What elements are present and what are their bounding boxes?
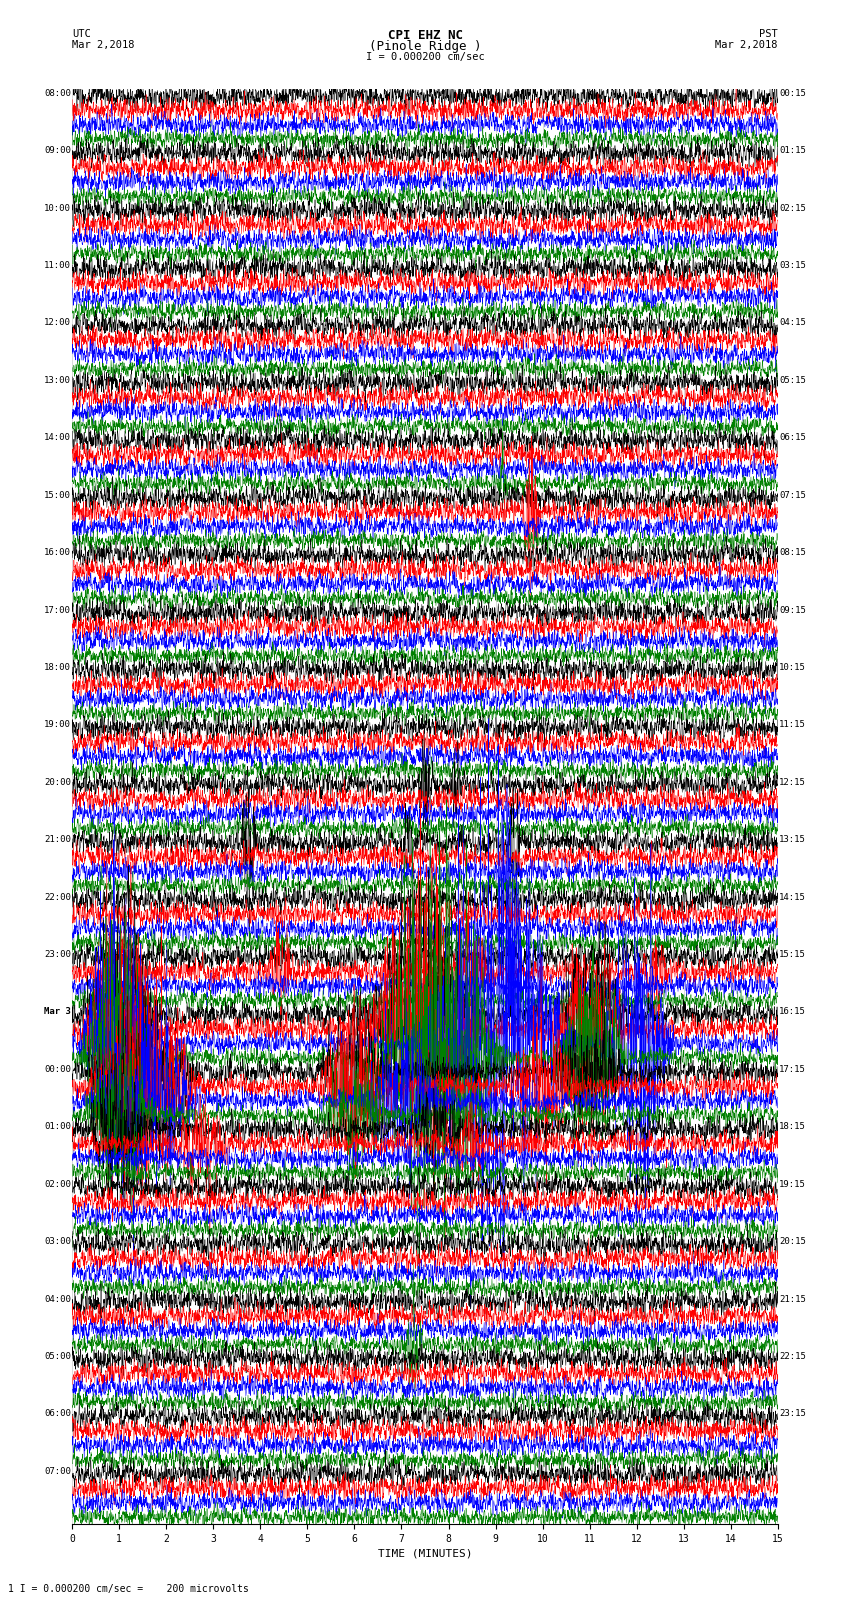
- Text: 20:00: 20:00: [44, 777, 71, 787]
- Text: 14:00: 14:00: [44, 434, 71, 442]
- Text: 13:15: 13:15: [779, 836, 806, 844]
- Text: 11:00: 11:00: [44, 261, 71, 269]
- Text: 07:15: 07:15: [779, 490, 806, 500]
- Text: 09:00: 09:00: [44, 147, 71, 155]
- Text: 13:00: 13:00: [44, 376, 71, 386]
- Text: 02:00: 02:00: [44, 1179, 71, 1189]
- Text: 10:15: 10:15: [779, 663, 806, 673]
- Text: 17:00: 17:00: [44, 605, 71, 615]
- Text: 15:00: 15:00: [44, 490, 71, 500]
- Text: 05:15: 05:15: [779, 376, 806, 386]
- Text: 01:00: 01:00: [44, 1123, 71, 1131]
- Text: 03:00: 03:00: [44, 1237, 71, 1247]
- Text: 23:15: 23:15: [779, 1410, 806, 1418]
- Text: 11:15: 11:15: [779, 721, 806, 729]
- Text: 01:15: 01:15: [779, 147, 806, 155]
- Text: 21:15: 21:15: [779, 1295, 806, 1303]
- Text: 03:15: 03:15: [779, 261, 806, 269]
- Text: 17:15: 17:15: [779, 1065, 806, 1074]
- Text: 04:15: 04:15: [779, 318, 806, 327]
- Text: 20:15: 20:15: [779, 1237, 806, 1247]
- Text: 06:15: 06:15: [779, 434, 806, 442]
- Text: 18:15: 18:15: [779, 1123, 806, 1131]
- Text: 21:00: 21:00: [44, 836, 71, 844]
- Text: 16:00: 16:00: [44, 548, 71, 556]
- Text: Mar 2,2018: Mar 2,2018: [72, 40, 135, 50]
- Text: 23:00: 23:00: [44, 950, 71, 960]
- Text: 08:00: 08:00: [44, 89, 71, 98]
- Text: (Pinole Ridge ): (Pinole Ridge ): [369, 40, 481, 53]
- Text: 22:00: 22:00: [44, 892, 71, 902]
- Text: 22:15: 22:15: [779, 1352, 806, 1361]
- Text: Mar 3: Mar 3: [44, 1008, 71, 1016]
- Text: 18:00: 18:00: [44, 663, 71, 673]
- Text: 09:15: 09:15: [779, 605, 806, 615]
- Text: 07:00: 07:00: [44, 1466, 71, 1476]
- Text: 00:00: 00:00: [44, 1065, 71, 1074]
- Text: 12:15: 12:15: [779, 777, 806, 787]
- Text: 19:00: 19:00: [44, 721, 71, 729]
- Text: 19:15: 19:15: [779, 1179, 806, 1189]
- Text: 10:00: 10:00: [44, 203, 71, 213]
- Text: 00:15: 00:15: [779, 89, 806, 98]
- Text: 06:00: 06:00: [44, 1410, 71, 1418]
- Text: PST: PST: [759, 29, 778, 39]
- X-axis label: TIME (MINUTES): TIME (MINUTES): [377, 1548, 473, 1558]
- Text: 12:00: 12:00: [44, 318, 71, 327]
- Text: UTC: UTC: [72, 29, 91, 39]
- Text: CPI EHZ NC: CPI EHZ NC: [388, 29, 462, 42]
- Text: 16:15: 16:15: [779, 1008, 806, 1016]
- Text: Mar 2,2018: Mar 2,2018: [715, 40, 778, 50]
- Text: 04:00: 04:00: [44, 1295, 71, 1303]
- Text: 02:15: 02:15: [779, 203, 806, 213]
- Text: 14:15: 14:15: [779, 892, 806, 902]
- Text: 05:00: 05:00: [44, 1352, 71, 1361]
- Text: 08:15: 08:15: [779, 548, 806, 556]
- Text: 1 I = 0.000200 cm/sec =    200 microvolts: 1 I = 0.000200 cm/sec = 200 microvolts: [8, 1584, 249, 1594]
- Text: I = 0.000200 cm/sec: I = 0.000200 cm/sec: [366, 52, 484, 61]
- Text: 15:15: 15:15: [779, 950, 806, 960]
